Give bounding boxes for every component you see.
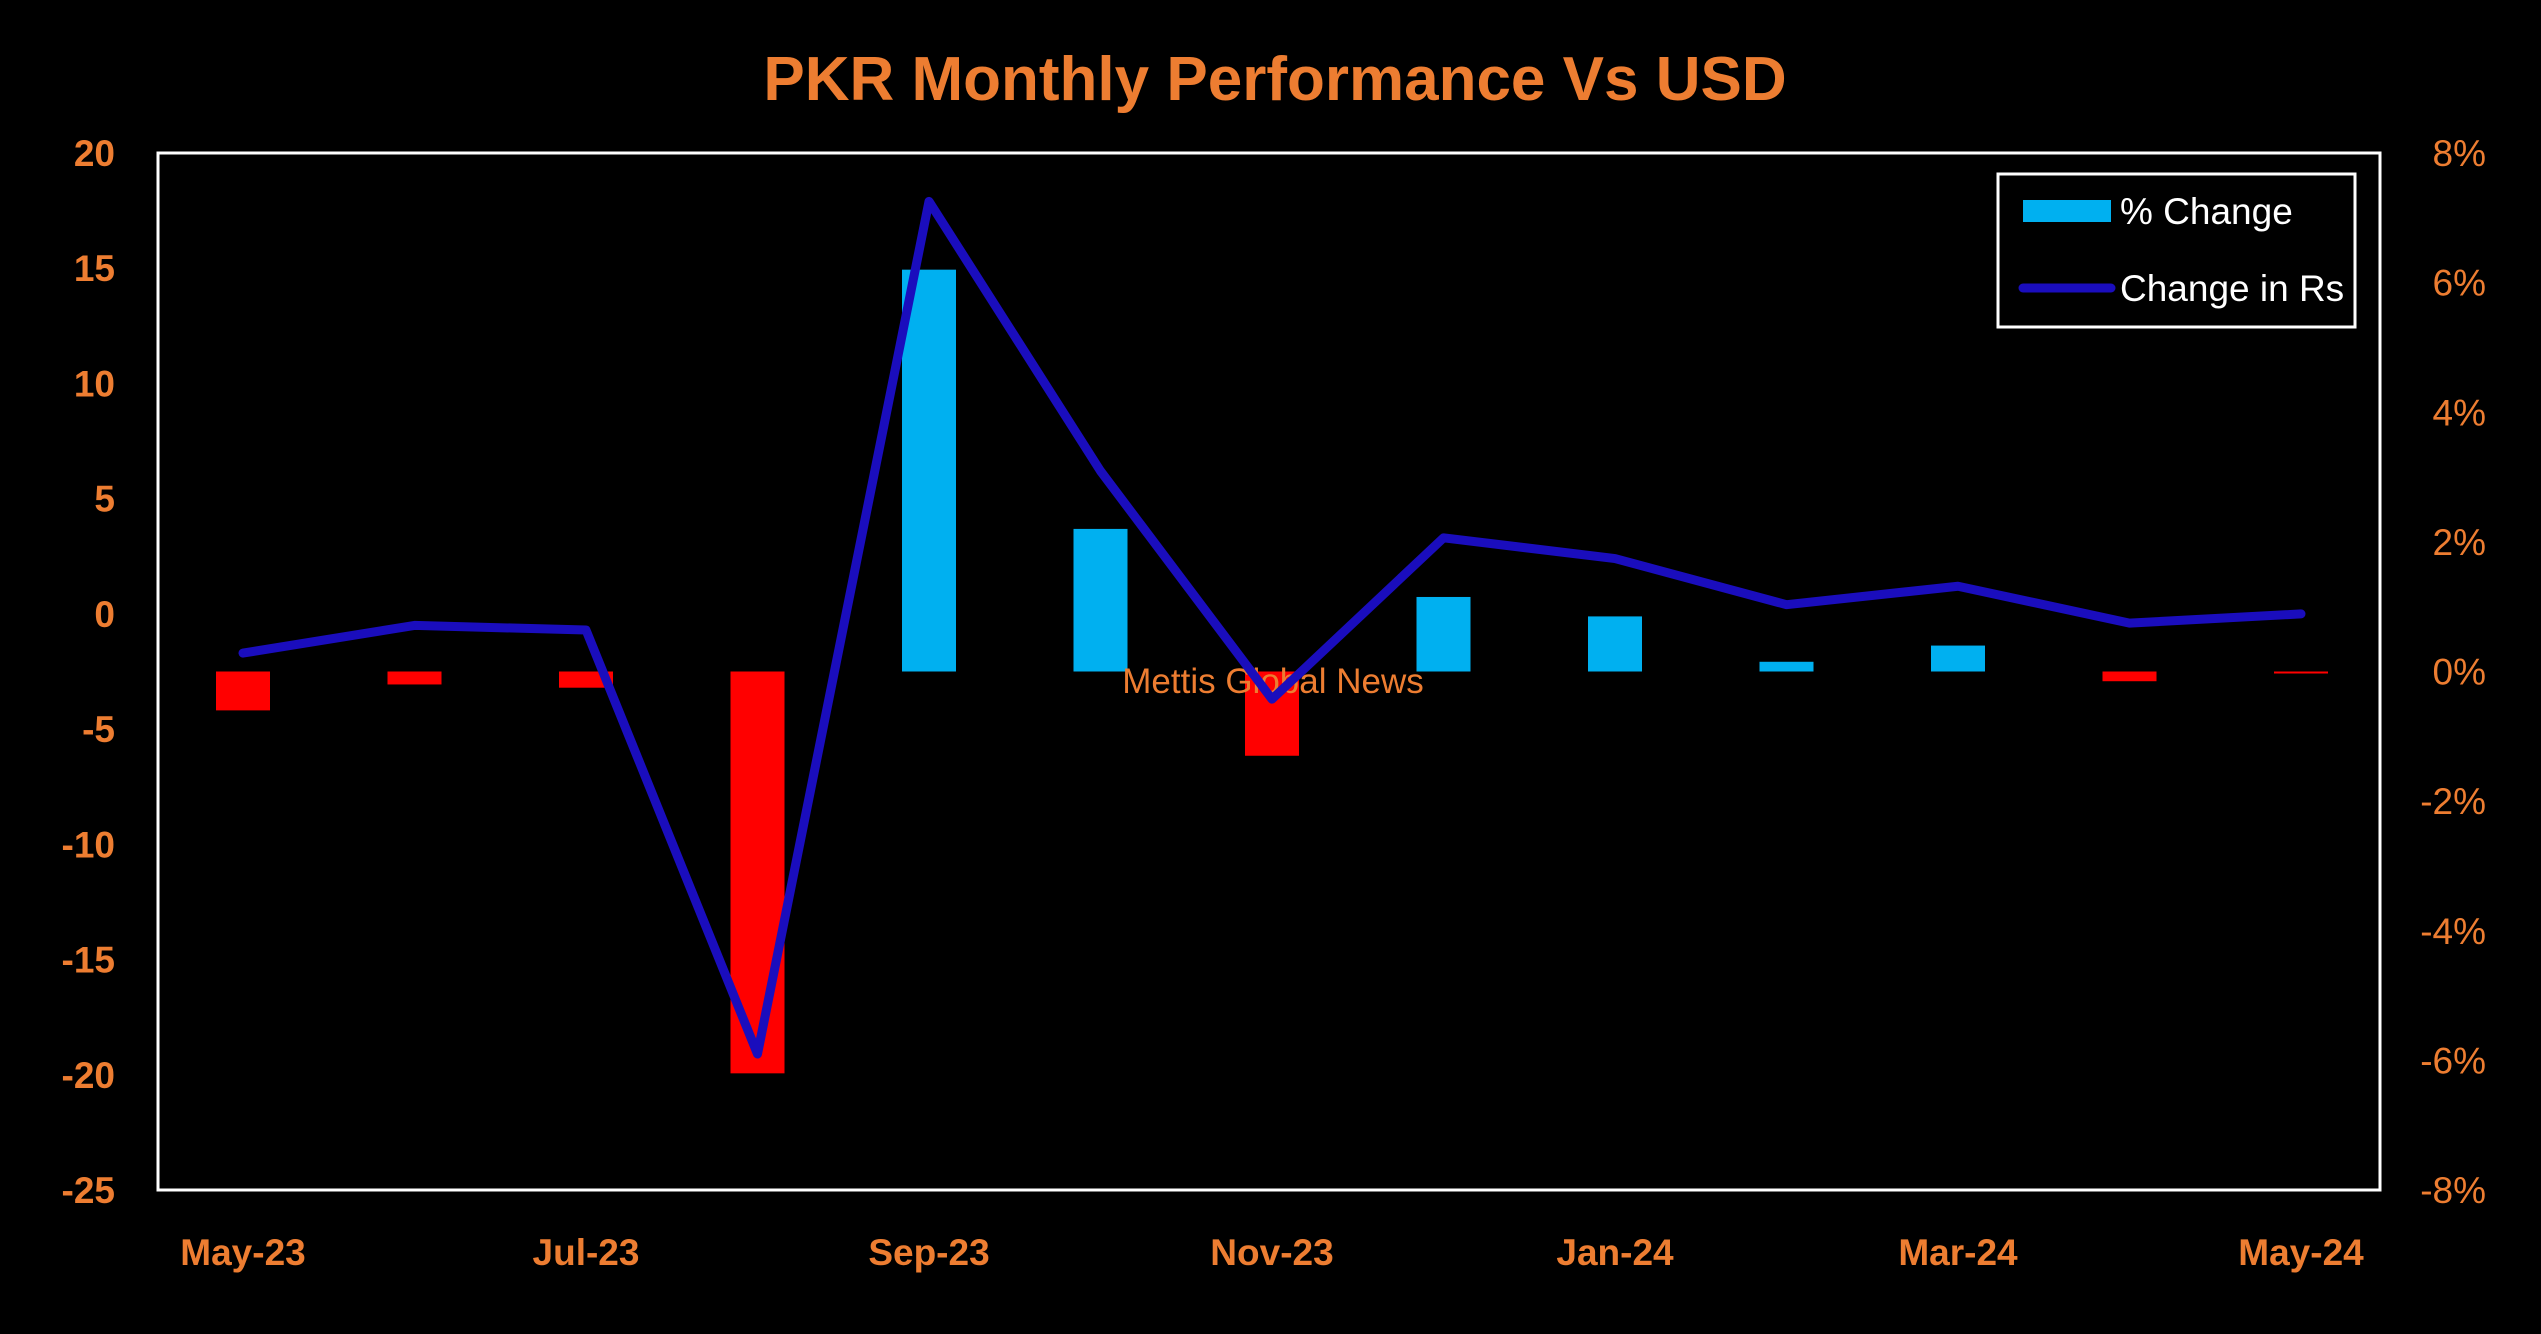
bar-may-24 [2274,671,2328,674]
left-tick-label: -5 [82,709,115,750]
line-point-jul-23 [585,629,587,632]
line-point-may-24 [2300,612,2302,615]
line-point-aug-23 [756,1053,759,1056]
right-tick-label: -8% [2420,1170,2486,1211]
line-point-nov-23 [1271,698,1273,701]
left-tick-label: 0 [94,594,115,635]
legend: % Change Change in Rs [1996,172,2357,329]
bar-series [216,269,2328,1074]
right-tick-label: 2% [2433,522,2486,563]
line-point-oct-23 [1099,470,1102,473]
line-point-jun-23 [413,624,416,627]
bar-dec-23 [1416,596,1471,672]
line-point-sep-23 [928,200,930,203]
line-point-apr-24 [2128,622,2131,625]
left-tick-label: -20 [62,1055,115,1096]
bar-sep-23 [902,269,956,672]
plot-area-frame [156,151,2382,1192]
x-tick-label: Mar-24 [1898,1232,2018,1273]
left-tick-label: 15 [74,248,115,289]
right-tick-label: -6% [2420,1040,2486,1081]
x-tick-label: May-24 [2238,1232,2364,1273]
left-axis-ticks: 20 15 10 5 0 -5 -10 -15 -20 -25 [62,133,115,1211]
bar-oct-23 [1073,528,1128,672]
bar-mar-24 [1931,645,1985,672]
x-tick-label: May-23 [180,1232,305,1273]
legend-swatch-bar [2023,200,2111,222]
line-point-feb-24 [1785,603,1788,606]
legend-label-change-in-rs: Change in Rs [2120,268,2344,309]
right-tick-label: 6% [2433,263,2486,304]
right-axis-ticks: 8% 6% 4% 2% 0% -2% -4% -6% -8% [2420,133,2486,1211]
right-tick-label: -4% [2420,911,2486,952]
right-tick-label: -2% [2420,781,2486,822]
bar-may-23 [216,671,270,711]
legend-label-percent-change: % Change [2120,191,2293,232]
right-tick-label: 4% [2433,392,2486,433]
bar-jan-24 [1588,616,1642,672]
legend-frame [1996,172,2357,329]
line-point-dec-23 [1442,536,1445,539]
left-tick-label: 5 [94,479,115,520]
chart-title: PKR Monthly Performance Vs USD [763,45,1786,114]
x-axis-ticks: May-23 Jul-23 Sep-23 Nov-23 Jan-24 Mar-24 May-… [180,1232,2364,1273]
left-tick-label: -15 [62,940,115,981]
right-tick-label: 0% [2433,652,2486,693]
left-tick-label: -25 [62,1170,115,1211]
bar-feb-24 [1759,661,1814,672]
left-tick-label: -10 [62,824,115,865]
left-tick-label: 10 [74,363,115,404]
bar-jun-23 [387,671,442,685]
x-tick-label: Nov-23 [1210,1232,1333,1273]
x-tick-label: Jul-23 [533,1232,640,1273]
x-tick-label: Jan-24 [1556,1232,1674,1273]
bar-apr-24 [2102,671,2157,682]
left-tick-label: 20 [74,133,115,174]
bar-jul-23 [559,671,613,688]
line-point-may-23 [242,652,244,655]
line-point-mar-24 [1957,585,1959,588]
line-point-jan-24 [1614,557,1616,560]
x-tick-label: Sep-23 [868,1232,989,1273]
line-series [238,196,2306,1059]
right-tick-label: 8% [2433,133,2486,174]
